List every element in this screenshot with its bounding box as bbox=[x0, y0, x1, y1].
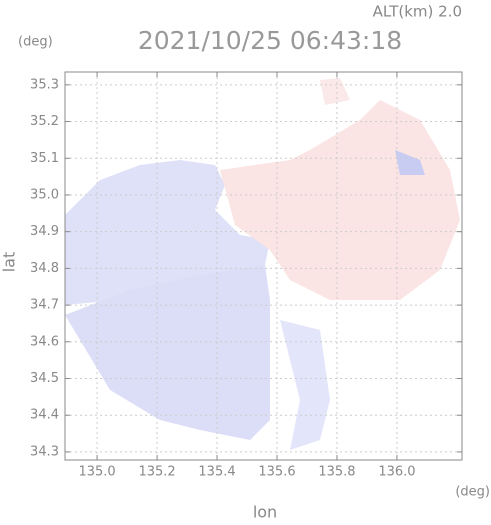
chart-title: 2021/10/25 06:43:18 bbox=[138, 26, 402, 55]
x-tick-label: 135.4 bbox=[198, 465, 235, 480]
velocity-field bbox=[65, 78, 460, 450]
altitude-label: ALT(km) 2.0 bbox=[373, 3, 462, 21]
x-tick-label: 135.8 bbox=[318, 465, 355, 480]
blue-region bbox=[280, 320, 330, 450]
x-unit: (deg) bbox=[455, 485, 490, 500]
red-region bbox=[320, 78, 350, 105]
y-tick-label: 35.1 bbox=[30, 151, 59, 166]
x-axis-label: lon bbox=[253, 503, 277, 522]
y-tick-label: 35.3 bbox=[30, 77, 59, 92]
blue-region bbox=[395, 150, 425, 175]
plot-frame bbox=[64, 71, 463, 461]
x-tick-label: 135.0 bbox=[78, 465, 115, 480]
y-tick-label: 34.6 bbox=[30, 334, 59, 349]
blue-region bbox=[65, 265, 270, 440]
x-tick-label: 135.6 bbox=[258, 465, 295, 480]
y-tick-label: 34.5 bbox=[30, 371, 59, 386]
y-tick-label: 34.7 bbox=[30, 298, 59, 313]
red-region bbox=[220, 100, 460, 300]
y-tick-label: 34.4 bbox=[30, 408, 59, 423]
y-tick-label: 34.3 bbox=[30, 444, 59, 459]
y-tick-label: 34.9 bbox=[30, 224, 59, 239]
y-unit: (deg) bbox=[18, 35, 53, 50]
x-tick-label: 136.0 bbox=[378, 465, 415, 480]
y-axis-label: lat bbox=[0, 252, 19, 273]
y-tick-label: 35.2 bbox=[30, 114, 59, 129]
y-tick-label: 35.0 bbox=[30, 187, 59, 202]
x-tick-label: 135.2 bbox=[138, 465, 175, 480]
y-tick-label: 34.8 bbox=[30, 261, 59, 276]
